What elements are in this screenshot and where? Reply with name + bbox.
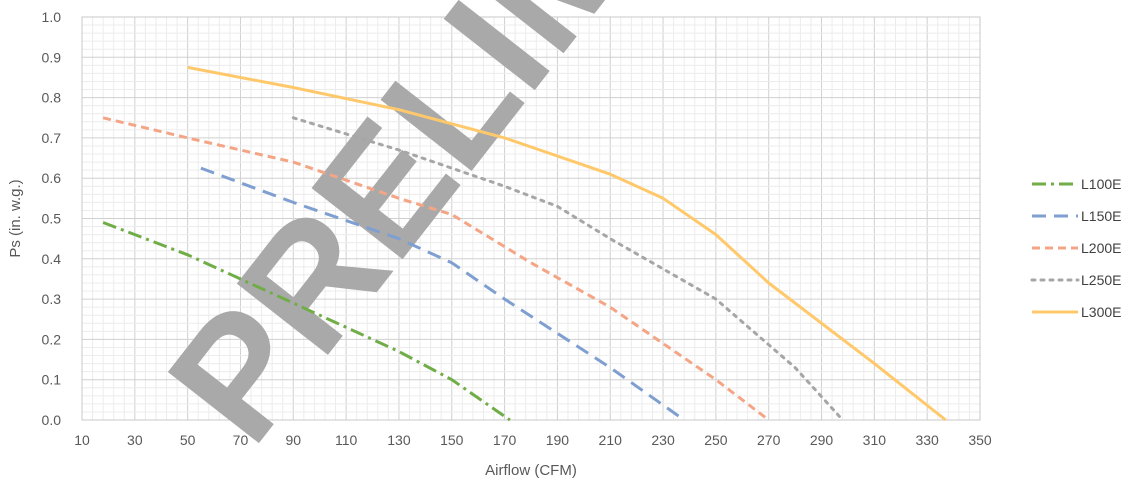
y-tick-label: 0.0 xyxy=(42,412,62,428)
y-tick-label: 0.2 xyxy=(42,331,62,347)
legend: L100E L150E L200E L250E L300E xyxy=(1030,176,1121,320)
y-axis-title: Ps (in. w.g.) xyxy=(7,179,24,257)
x-tick-label: 130 xyxy=(387,432,411,448)
legend-label-l300e: L300E xyxy=(1081,304,1121,320)
y-tick-label: 0.5 xyxy=(42,211,62,227)
y-tick-label: 0.4 xyxy=(42,251,62,267)
y-tick-label: 0.3 xyxy=(42,291,62,307)
plot-border xyxy=(81,16,981,421)
y-tick-label: 0.9 xyxy=(42,49,62,65)
watermark: PRELIMINARY xyxy=(132,0,989,474)
series-line-l300e xyxy=(187,65,947,422)
x-tick-label: 230 xyxy=(651,432,675,448)
x-tick-label: 70 xyxy=(233,432,249,448)
x-tick-label: 290 xyxy=(810,432,834,448)
legend-label-l200e: L200E xyxy=(1081,240,1121,256)
watermark-text: PRELIMINARY xyxy=(132,0,989,474)
x-tick-label: 10 xyxy=(74,432,90,448)
series-line-l200e xyxy=(102,116,770,422)
y-tick-label: 0.1 xyxy=(42,372,62,388)
tick-labels: 10 30 50 70 90 110 130 150 170 190 210 230 250 270 290… xyxy=(42,9,992,448)
y-tick-label: 0.8 xyxy=(42,90,62,106)
series-line-l100e xyxy=(102,221,511,422)
x-tick-label: 250 xyxy=(704,432,728,448)
x-tick-label: 190 xyxy=(546,432,570,448)
y-tick-label: 1.0 xyxy=(42,9,62,25)
x-tick-label: 90 xyxy=(286,432,302,448)
x-tick-label: 270 xyxy=(757,432,781,448)
series-lines xyxy=(102,65,947,422)
x-tick-label: 330 xyxy=(915,432,939,448)
legend-label-l250e: L250E xyxy=(1081,272,1121,288)
series-line-l150e xyxy=(200,166,686,422)
y-tick-label: 0.6 xyxy=(42,170,62,186)
x-tick-label: 50 xyxy=(180,432,196,448)
x-tick-label: 210 xyxy=(599,432,623,448)
x-tick-label: 30 xyxy=(127,432,143,448)
x-tick-label: 150 xyxy=(440,432,464,448)
legend-label-l100e: L100E xyxy=(1081,176,1121,192)
x-tick-label: 110 xyxy=(335,432,358,448)
y-tick-label: 0.7 xyxy=(42,130,62,146)
series-line-l250e xyxy=(291,116,845,422)
x-tick-label: 350 xyxy=(968,432,992,448)
grid xyxy=(81,16,981,421)
legend-label-l150e: L150E xyxy=(1081,208,1121,224)
x-tick-label: 170 xyxy=(493,432,517,448)
x-axis-title: Airflow (CFM) xyxy=(485,462,577,479)
x-tick-label: 310 xyxy=(863,432,887,448)
